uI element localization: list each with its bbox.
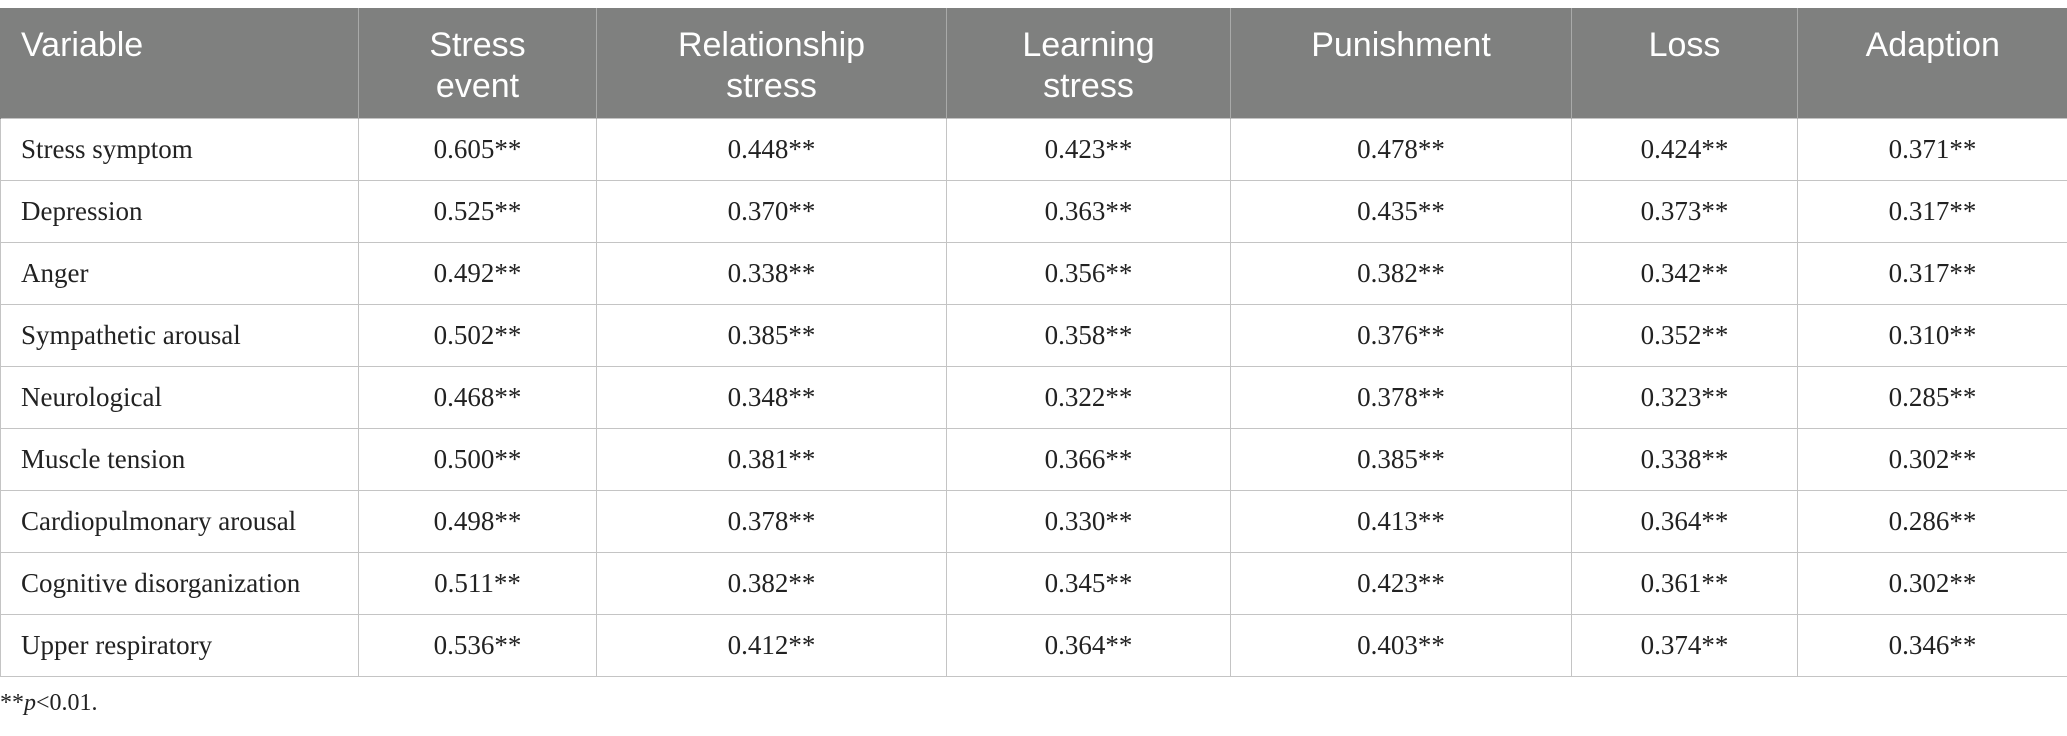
correlation-cell: 0.346** [1797,613,2067,677]
correlation-cell: 0.345** [946,551,1231,615]
row-label-cell: Cardiopulmonary arousal [0,489,359,553]
row-label-cell: Muscle tension [0,427,359,491]
correlation-cell: 0.322** [946,365,1231,429]
correlation-cell: 0.403** [1230,613,1572,677]
correlation-cell: 0.361** [1571,551,1798,615]
correlation-cell: 0.310** [1797,303,2067,367]
correlation-cell: 0.381** [596,427,947,491]
correlation-cell: 0.338** [1571,427,1798,491]
footnote-prefix: ** [0,690,24,716]
correlation-cell: 0.364** [946,613,1231,677]
correlation-cell: 0.286** [1797,489,2067,553]
correlation-cell: 0.352** [1571,303,1798,367]
correlation-cell: 0.413** [1230,489,1572,553]
header-row: Variable Stress event Relationship stress Lea… [0,8,2067,118]
correlation-cell: 0.363** [946,179,1231,243]
table-row: Cognitive disorganization 0.511** 0.382** 0… [0,551,2067,615]
column-header-4: Punishment [1230,8,1572,118]
correlation-cell: 0.500** [358,427,597,491]
column-header-text: Loss [1648,26,1721,64]
footnote-suffix: <0.01. [36,690,98,716]
footnote-italic: p [24,690,36,716]
table-row: Sympathetic arousal 0.502** 0.385** 0.358**… [0,303,2067,367]
correlation-cell: 0.423** [946,117,1231,181]
table-row: Anger 0.492** 0.338** 0.356** 0.382** 0.342**… [0,241,2067,305]
correlation-cell: 0.502** [358,303,597,367]
column-header-text: stress [1043,67,1134,105]
row-label-cell: Stress symptom [0,117,359,181]
correlation-cell: 0.358** [946,303,1231,367]
correlation-cell: 0.385** [596,303,947,367]
column-header-text: Stress [429,26,526,64]
correlation-cell: 0.478** [1230,117,1572,181]
correlation-cell: 0.492** [358,241,597,305]
row-label-cell: Cognitive disorganization [0,551,359,615]
table-body: Stress symptom 0.605** 0.448** 0.423** 0.478… [0,117,2067,677]
correlation-cell: 0.317** [1797,241,2067,305]
correlation-table: Variable Stress event Relationship stress Lea… [0,8,2067,677]
correlation-cell: 0.366** [946,427,1231,491]
correlation-cell: 0.525** [358,179,597,243]
table-footnote: **p<0.01. [0,690,98,717]
correlation-cell: 0.330** [946,489,1231,553]
correlation-cell: 0.370** [596,179,947,243]
correlation-cell: 0.302** [1797,427,2067,491]
column-header-text: Learning [1022,26,1155,64]
correlation-cell: 0.498** [358,489,597,553]
correlation-cell: 0.468** [358,365,597,429]
column-header-1: Stress event [358,8,597,118]
table-row: Depression 0.525** 0.370** 0.363** 0.435** 0.… [0,179,2067,243]
row-label-cell: Neurological [0,365,359,429]
correlation-cell: 0.317** [1797,179,2067,243]
correlation-cell: 0.348** [596,365,947,429]
correlation-cell: 0.424** [1571,117,1798,181]
correlation-cell: 0.448** [596,117,947,181]
correlation-cell: 0.605** [358,117,597,181]
correlation-cell: 0.371** [1797,117,2067,181]
correlation-cell: 0.382** [596,551,947,615]
row-label-cell: Anger [0,241,359,305]
column-header-text: Adaption [1865,26,2000,64]
correlation-cell: 0.423** [1230,551,1572,615]
column-header-text: stress [726,67,817,105]
correlation-cell: 0.302** [1797,551,2067,615]
column-header-0: Variable [0,8,359,118]
table-row: Muscle tension 0.500** 0.381** 0.366** 0.385… [0,427,2067,491]
table-header: Variable Stress event Relationship stress Lea… [0,8,2067,118]
table-row: Neurological 0.468** 0.348** 0.322** 0.378**… [0,365,2067,429]
correlation-cell: 0.356** [946,241,1231,305]
correlation-cell: 0.536** [358,613,597,677]
correlation-cell: 0.385** [1230,427,1572,491]
column-header-text: Punishment [1311,26,1491,64]
column-header-text: Relationship [677,26,866,64]
column-header-text: event [435,67,520,105]
correlation-cell: 0.412** [596,613,947,677]
correlation-cell: 0.373** [1571,179,1798,243]
row-label-cell: Upper respiratory [0,613,359,677]
column-header-6: Adaption [1797,8,2067,118]
column-header-5: Loss [1571,8,1798,118]
table-row: Upper respiratory 0.536** 0.412** 0.364** 0.… [0,613,2067,677]
correlation-cell: 0.382** [1230,241,1572,305]
row-label-cell: Sympathetic arousal [0,303,359,367]
correlation-cell: 0.374** [1571,613,1798,677]
correlation-table-container: Variable Stress event Relationship stress Lea… [0,8,2067,677]
correlation-cell: 0.323** [1571,365,1798,429]
column-header-text: Variable [21,26,144,64]
correlation-cell: 0.342** [1571,241,1798,305]
correlation-cell: 0.435** [1230,179,1572,243]
table-row: Cardiopulmonary arousal 0.498** 0.378** 0.3… [0,489,2067,553]
correlation-cell: 0.376** [1230,303,1572,367]
column-header-2: Relationship stress [596,8,947,118]
column-header-3: Learning stress [946,8,1231,118]
correlation-cell: 0.364** [1571,489,1798,553]
correlation-cell: 0.378** [596,489,947,553]
correlation-cell: 0.338** [596,241,947,305]
table-row: Stress symptom 0.605** 0.448** 0.423** 0.478… [0,117,2067,181]
correlation-cell: 0.378** [1230,365,1572,429]
correlation-cell: 0.511** [358,551,597,615]
row-label-cell: Depression [0,179,359,243]
correlation-cell: 0.285** [1797,365,2067,429]
